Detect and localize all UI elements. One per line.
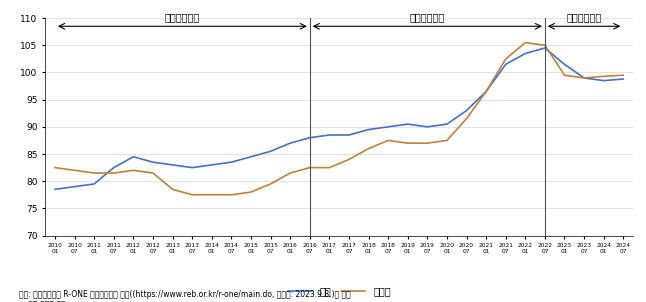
수도권 [129, 169, 138, 172]
수도권 [71, 169, 79, 172]
수도권 [541, 43, 549, 47]
전국 [502, 63, 510, 66]
Text: 규제강화기조: 규제강화기조 [410, 12, 445, 22]
Line: 수도권: 수도권 [55, 43, 623, 195]
전국 [580, 76, 588, 80]
전국 [149, 160, 157, 164]
수도권 [189, 193, 196, 197]
수도권 [110, 171, 118, 175]
전국 [521, 52, 529, 55]
전국 [208, 163, 216, 167]
수도권 [247, 190, 255, 194]
수도권 [620, 73, 627, 77]
수도권 [345, 158, 353, 161]
전국 [620, 77, 627, 81]
전국 [345, 133, 353, 137]
수도권 [482, 90, 490, 93]
Text: 규제완화기조: 규제완화기조 [165, 12, 200, 22]
수도권 [384, 139, 392, 142]
전국 [90, 182, 98, 186]
수도권 [227, 193, 235, 197]
수도권 [463, 117, 470, 120]
수도권 [502, 57, 510, 61]
전국 [482, 90, 490, 93]
수도권 [326, 166, 333, 169]
수도권 [51, 166, 59, 169]
수도권 [169, 188, 176, 191]
전국 [227, 160, 235, 164]
전국 [561, 63, 568, 66]
전국 [71, 185, 79, 188]
전국 [424, 125, 432, 129]
수도권 [149, 171, 157, 175]
전국 [599, 79, 607, 82]
Text: 자료: 한국부동산원 R-ONE 주택가격지수 통계((https://www.reb.or.kr/r-one/main.do, 검색일: 2023.9.8.): 자료: 한국부동산원 R-ONE 주택가격지수 통계((https://www.… [19, 290, 351, 302]
전국 [169, 163, 176, 167]
전국 [404, 122, 412, 126]
수도권 [90, 171, 98, 175]
수도권 [267, 182, 275, 186]
수도권 [424, 141, 432, 145]
수도권 [521, 41, 529, 44]
수도권 [443, 139, 451, 142]
전국 [541, 46, 549, 50]
전국 [267, 149, 275, 153]
수도권 [286, 171, 294, 175]
수도권 [404, 141, 412, 145]
전국 [364, 128, 372, 131]
Legend: 전국, 수도권: 전국, 수도권 [284, 282, 395, 300]
Line: 전국: 전국 [55, 48, 623, 189]
전국 [189, 166, 196, 169]
전국 [384, 125, 392, 129]
수도권 [364, 147, 372, 150]
전국 [110, 166, 118, 169]
전국 [286, 141, 294, 145]
수도권 [561, 73, 568, 77]
수도권 [580, 76, 588, 80]
전국 [247, 155, 255, 159]
전국 [463, 109, 470, 112]
전국 [129, 155, 138, 159]
전국 [326, 133, 333, 137]
Text: 규제완화기조: 규제완화기조 [567, 12, 601, 22]
전국 [51, 188, 59, 191]
전국 [443, 122, 451, 126]
수도권 [306, 166, 314, 169]
수도권 [208, 193, 216, 197]
수도권 [599, 75, 607, 78]
전국 [306, 136, 314, 140]
